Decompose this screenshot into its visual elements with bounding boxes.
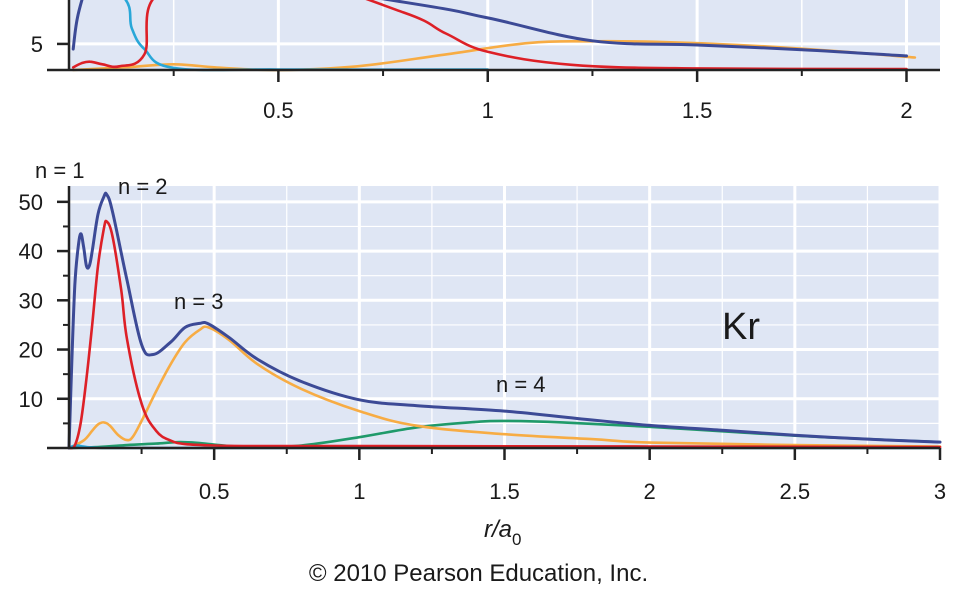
- bot-x-tick-label: 3: [934, 479, 946, 504]
- annotation-n-3: n = 3: [174, 289, 224, 314]
- bot-y-tick-label: 30: [19, 288, 43, 313]
- top-tick-labels: 0.5 1 1.5 2 5: [31, 32, 913, 123]
- bot-y-tick-label: 40: [19, 239, 43, 264]
- bot-x-tick-label: 0.5: [199, 479, 230, 504]
- bot-y-tick-label: 10: [19, 387, 43, 412]
- top-y-tick-label: 5: [31, 32, 43, 57]
- bot-x-tick-label: 2: [644, 479, 656, 504]
- x-axis-label-sub: 0: [512, 530, 521, 549]
- top-series-n2: [71, 0, 908, 71]
- annotation-kr: Kr: [722, 306, 760, 348]
- bot-y-tick-label: 50: [19, 190, 43, 215]
- bottom-grid: [69, 186, 942, 448]
- bot-y-tick-label: 20: [19, 338, 43, 363]
- bot-x-tick-label: 1: [353, 479, 365, 504]
- top-x-tick-label: 1.5: [682, 98, 713, 123]
- bottom-series: [67, 191, 942, 450]
- bottom-axes: [47, 186, 942, 460]
- top-axes: [47, 0, 940, 82]
- copyright-notice: © 2010 Pearson Education, Inc.: [308, 560, 649, 587]
- bot-series-total: [67, 191, 942, 450]
- top-x-tick-label: 1: [482, 98, 494, 123]
- bottom-tick-labels: 0.5 1 1.5 2 2.5 3 10 20 30 40 50: [19, 190, 947, 504]
- bot-series-n2: [67, 219, 942, 450]
- annotation-n-4: n = 4: [496, 372, 546, 397]
- bot-series-n3: [67, 325, 942, 450]
- bottom-annotations: n = 1 n = 2 n = 3 n = 4 Kr: [35, 158, 760, 397]
- annotation-n-1: n = 1: [35, 158, 85, 183]
- top-x-tick-label: 0.5: [263, 98, 294, 123]
- bot-x-tick-label: 2.5: [780, 479, 811, 504]
- top-series-n3: [71, 39, 917, 72]
- top-plot-background: [69, 0, 940, 70]
- x-axis-label: r/a0: [484, 516, 521, 549]
- top-panel: 0.5 1 1.5 2 5: [31, 0, 940, 123]
- bot-x-tick-label: 1.5: [489, 479, 520, 504]
- annotation-n-2: n = 2: [118, 174, 168, 199]
- top-x-tick-label: 2: [900, 98, 912, 123]
- x-axis-label-main: r/a: [484, 516, 512, 543]
- top-series-total: [71, 0, 908, 58]
